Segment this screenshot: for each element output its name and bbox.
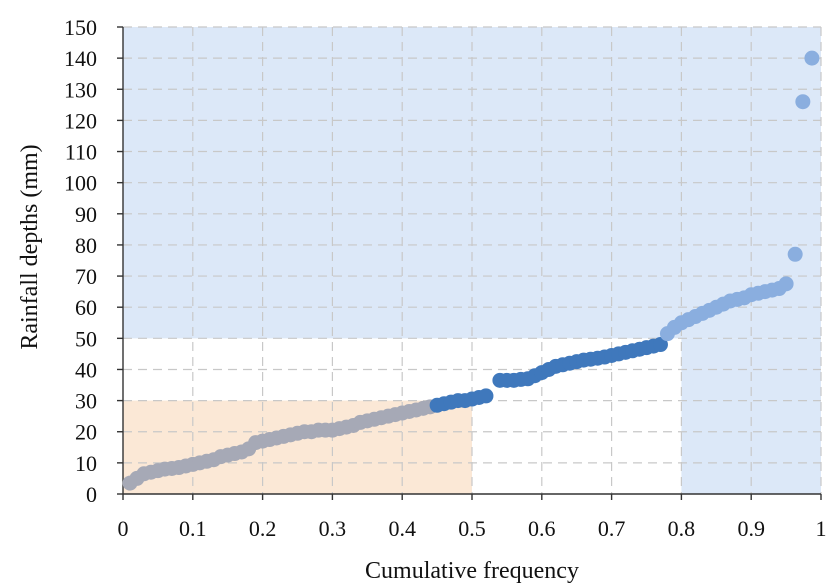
x-tick-label-9: 0.9	[737, 516, 765, 541]
y-tick-label-5: 50	[75, 326, 97, 351]
x-axis-title: Cumulative frequency	[365, 558, 579, 583]
x-tick-label-1: 0.1	[179, 516, 207, 541]
y-tick-labels: 0 10 20 30 40 50 60 70 80 90 100 110 120 130 140 150	[64, 15, 97, 507]
x-tick-label-6: 0.6	[528, 516, 556, 541]
y-tick-label-14: 140	[64, 46, 97, 71]
y-tick-label-7: 70	[75, 264, 97, 289]
axes	[117, 26, 822, 500]
data-point-s2-17	[778, 276, 794, 292]
y-tick-label-13: 130	[64, 77, 97, 102]
y-tick-label-3: 30	[75, 389, 97, 414]
y-tick-label-1: 10	[75, 451, 97, 476]
x-tick-label-10: 1	[816, 516, 827, 541]
y-tick-label-11: 110	[65, 140, 97, 165]
x-tick-label-4: 0.4	[388, 516, 416, 541]
y-tick-label-9: 90	[75, 202, 97, 227]
y-tick-label-4: 40	[75, 357, 97, 382]
data-point-s2-19	[795, 94, 811, 110]
x-tick-label-2: 0.2	[249, 516, 277, 541]
y-tick-label-0: 0	[86, 482, 97, 507]
x-tick-label-5: 0.5	[458, 516, 486, 541]
y-tick-label-10: 100	[64, 171, 97, 196]
y-tick-label-2: 20	[75, 420, 97, 445]
x-tick-label-0: 0	[118, 516, 129, 541]
y-tick-label-8: 80	[75, 233, 97, 258]
x-tick-label-7: 0.7	[598, 516, 626, 541]
data-point-s1-7	[478, 388, 494, 404]
y-tick-label-6: 60	[75, 295, 97, 320]
data-point-s2-20	[804, 50, 820, 66]
y-tick-label-12: 120	[64, 108, 97, 133]
data-points	[122, 50, 820, 491]
x-tick-label-3: 0.3	[319, 516, 347, 541]
x-tick-labels: 0 0.1 0.2 0.3 0.4 0.5 0.6 0.7 0.8 0.9 1	[118, 516, 827, 541]
x-tick-label-8: 0.8	[668, 516, 696, 541]
data-point-s1-31	[652, 337, 668, 353]
y-axis-title: Rainfall depths (mm)	[17, 144, 43, 349]
data-point-s2-18	[787, 246, 803, 262]
y-tick-label-15: 150	[64, 15, 97, 40]
